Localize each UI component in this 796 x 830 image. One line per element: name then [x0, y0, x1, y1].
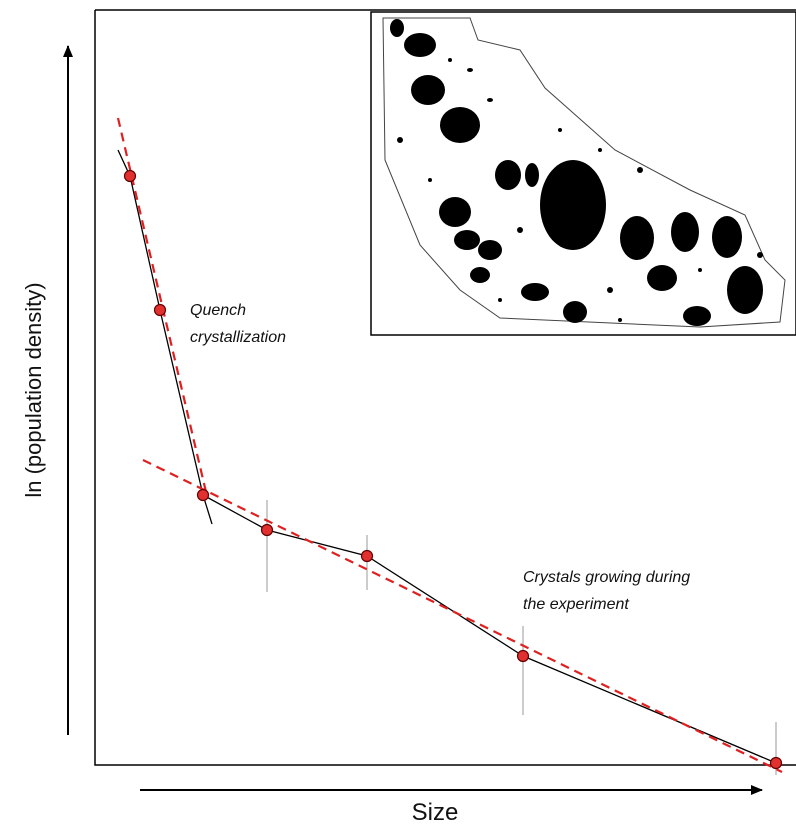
plot-frame	[94, 10, 796, 766]
points	[123, 169, 783, 770]
annotation: crystallization	[190, 329, 286, 346]
annotation: the experiment	[523, 596, 629, 613]
y-axis-label: ln (population density)	[21, 282, 46, 497]
growth-fit	[142, 459, 783, 773]
crystals	[390, 19, 763, 326]
annotation: Quench	[190, 302, 246, 319]
x-axis-label: Size	[412, 799, 459, 826]
inset	[370, 11, 796, 336]
annotation: Crystals growing during	[523, 569, 690, 586]
